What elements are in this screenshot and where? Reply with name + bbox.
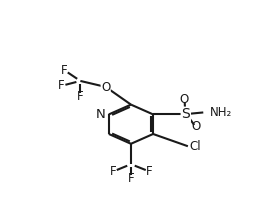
Text: F: F (61, 64, 68, 77)
Text: F: F (110, 165, 116, 178)
Text: N: N (95, 108, 105, 121)
Text: F: F (58, 79, 65, 92)
Text: O: O (101, 81, 110, 94)
Text: F: F (128, 172, 134, 185)
Text: NH₂: NH₂ (210, 106, 232, 119)
Text: S: S (181, 107, 190, 121)
Text: F: F (77, 90, 84, 103)
Text: Cl: Cl (189, 140, 200, 153)
Text: O: O (180, 93, 189, 106)
Text: O: O (192, 120, 201, 133)
Text: F: F (146, 165, 153, 178)
